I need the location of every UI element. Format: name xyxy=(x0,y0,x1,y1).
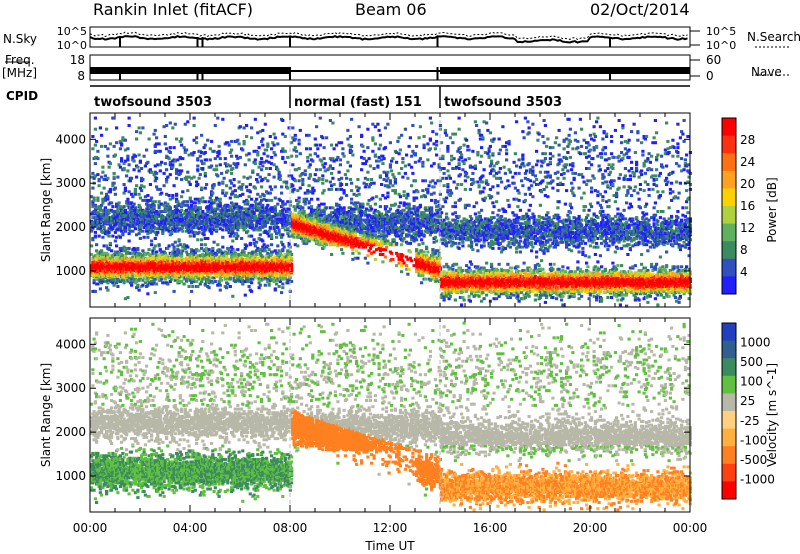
xtick-label: 00:00 xyxy=(673,521,708,535)
noise-left-tick: 10^0 xyxy=(57,39,87,52)
power-panel-ytick-label: 2000 xyxy=(55,220,86,234)
cpid-segment-label: twofsound 3503 xyxy=(94,95,212,110)
velocity-panel-colorbar-segment xyxy=(722,464,736,482)
noise-right-tick: 10^0 xyxy=(706,39,736,52)
freq-band-normal xyxy=(290,70,440,72)
velocity-panel-ytick-label: 3000 xyxy=(55,381,86,395)
nsearch-label: N.Search xyxy=(747,30,800,44)
velocity-panel-colorbar-segment xyxy=(722,411,736,429)
velocity-panel-colorbar-tick: 100 xyxy=(740,375,763,389)
noise-left-tick: 10^5 xyxy=(57,25,87,38)
xtick-label: 00:00 xyxy=(73,521,108,535)
power-panel-colorbar-tick: 4 xyxy=(740,265,748,279)
power-panel-ytick-label: 4000 xyxy=(55,132,86,146)
velocity-panel-colorbar-tick: -100 xyxy=(740,433,767,447)
power-panel-colorbar-tick: 24 xyxy=(740,155,755,169)
date-title: 02/Oct/2014 xyxy=(590,0,690,19)
freq-label: Freq. xyxy=(5,53,35,67)
freq-left-tick: 8 xyxy=(77,69,85,83)
power-echo-field xyxy=(90,117,692,308)
power-panel-colorbar-segment xyxy=(722,259,736,277)
velocity-panel-colorbar-segment xyxy=(722,376,736,394)
station-title: Rankin Inlet (fitACF) xyxy=(93,0,253,19)
velocity-panel-colorbar-segment xyxy=(722,481,736,499)
cpid-label: CPID xyxy=(6,89,38,103)
power-panel-colorbar-tick: 12 xyxy=(740,221,755,235)
power-panel-ytick-label: 1000 xyxy=(55,264,86,278)
velocity-panel-colorbar-tick: 25 xyxy=(740,394,755,408)
xtick-label: 16:00 xyxy=(473,521,508,535)
power-panel-colorbar-segment xyxy=(722,241,736,259)
velocity-panel-colorbar-segment xyxy=(722,393,736,411)
velocity-panel-ytick-label: 1000 xyxy=(55,469,86,483)
velocity-panel-colorbar-tick: -500 xyxy=(740,453,767,467)
cpid-segment-label: twofsound 3503 xyxy=(444,95,562,110)
power-panel-ytick-label: 3000 xyxy=(55,176,86,190)
velocity-panel-colorbar-tick: -25 xyxy=(740,414,760,428)
velocity-panel-ytick-label: 2000 xyxy=(55,425,86,439)
time-axis-label: Time UT xyxy=(364,539,415,553)
xtick-label: 12:00 xyxy=(373,521,408,535)
velocity-panel-colorbar-tick: 500 xyxy=(740,355,763,369)
power-panel-colorbar-segment xyxy=(722,188,736,206)
nave-right-tick: 60 xyxy=(706,53,721,67)
power-panel-colorbar-segment xyxy=(722,136,736,154)
power-panel-colorbar-segment xyxy=(722,118,736,136)
xtick-label: 08:00 xyxy=(273,521,308,535)
velocity-panel-ylabel: Slant Range [km] xyxy=(39,363,53,467)
nsky-label: N.Sky xyxy=(3,32,37,46)
velocity-panel-colorbar-segment xyxy=(722,358,736,376)
noise-sky-line xyxy=(90,36,688,42)
power-panel-colorbar-segment xyxy=(722,153,736,171)
power-panel-colorbar-tick: 20 xyxy=(740,177,755,191)
power-panel-colorbar-tick: 28 xyxy=(740,133,755,147)
power-panel-ylabel: Slant Range [km] xyxy=(39,158,53,262)
freq-band-late xyxy=(440,67,690,74)
nave-right-tick: 0 xyxy=(706,69,714,83)
velocity-panel-ytick-label: 4000 xyxy=(55,337,86,351)
nave-label: Nave xyxy=(751,65,782,79)
velocity-panel-colorbar-segment xyxy=(722,341,736,359)
beam-title: Beam 06 xyxy=(355,0,427,19)
power-panel-colorbar-segment xyxy=(722,171,736,189)
noise-right-tick: 10^5 xyxy=(706,25,736,38)
xtick-label: 04:00 xyxy=(173,521,208,535)
rti-plot: 10^5 10^510^0 10^018 608 0twofsound 3503 norm… xyxy=(0,0,800,554)
velocity-panel-colorbar-segment xyxy=(722,429,736,447)
power-panel-colorbar-tick: 8 xyxy=(740,243,748,257)
freq-left-tick: 18 xyxy=(70,53,85,67)
velocity-panel-colorbar-tick: 1000 xyxy=(740,336,771,350)
power-panel-colorbar-tick: 16 xyxy=(740,199,755,213)
power-panel-colorbar-segment xyxy=(722,224,736,242)
velocity-panel-colorbar-label: Velocity [m s^-1] xyxy=(765,363,779,467)
velocity-panel-colorbar-tick: -1000 xyxy=(740,472,775,486)
velocity-echo-field xyxy=(90,322,692,512)
cpid-segment-label: normal (fast) 151 xyxy=(294,95,422,110)
velocity-panel-colorbar-segment xyxy=(722,323,736,341)
freq-unit-label: [MHz] xyxy=(2,66,37,80)
velocity-panel-colorbar-segment xyxy=(722,446,736,464)
power-panel-colorbar-label: Power [dB] xyxy=(765,177,779,242)
xtick-label: 20:00 xyxy=(573,521,608,535)
power-panel-colorbar-segment xyxy=(722,276,736,294)
power-panel-colorbar-segment xyxy=(722,206,736,224)
